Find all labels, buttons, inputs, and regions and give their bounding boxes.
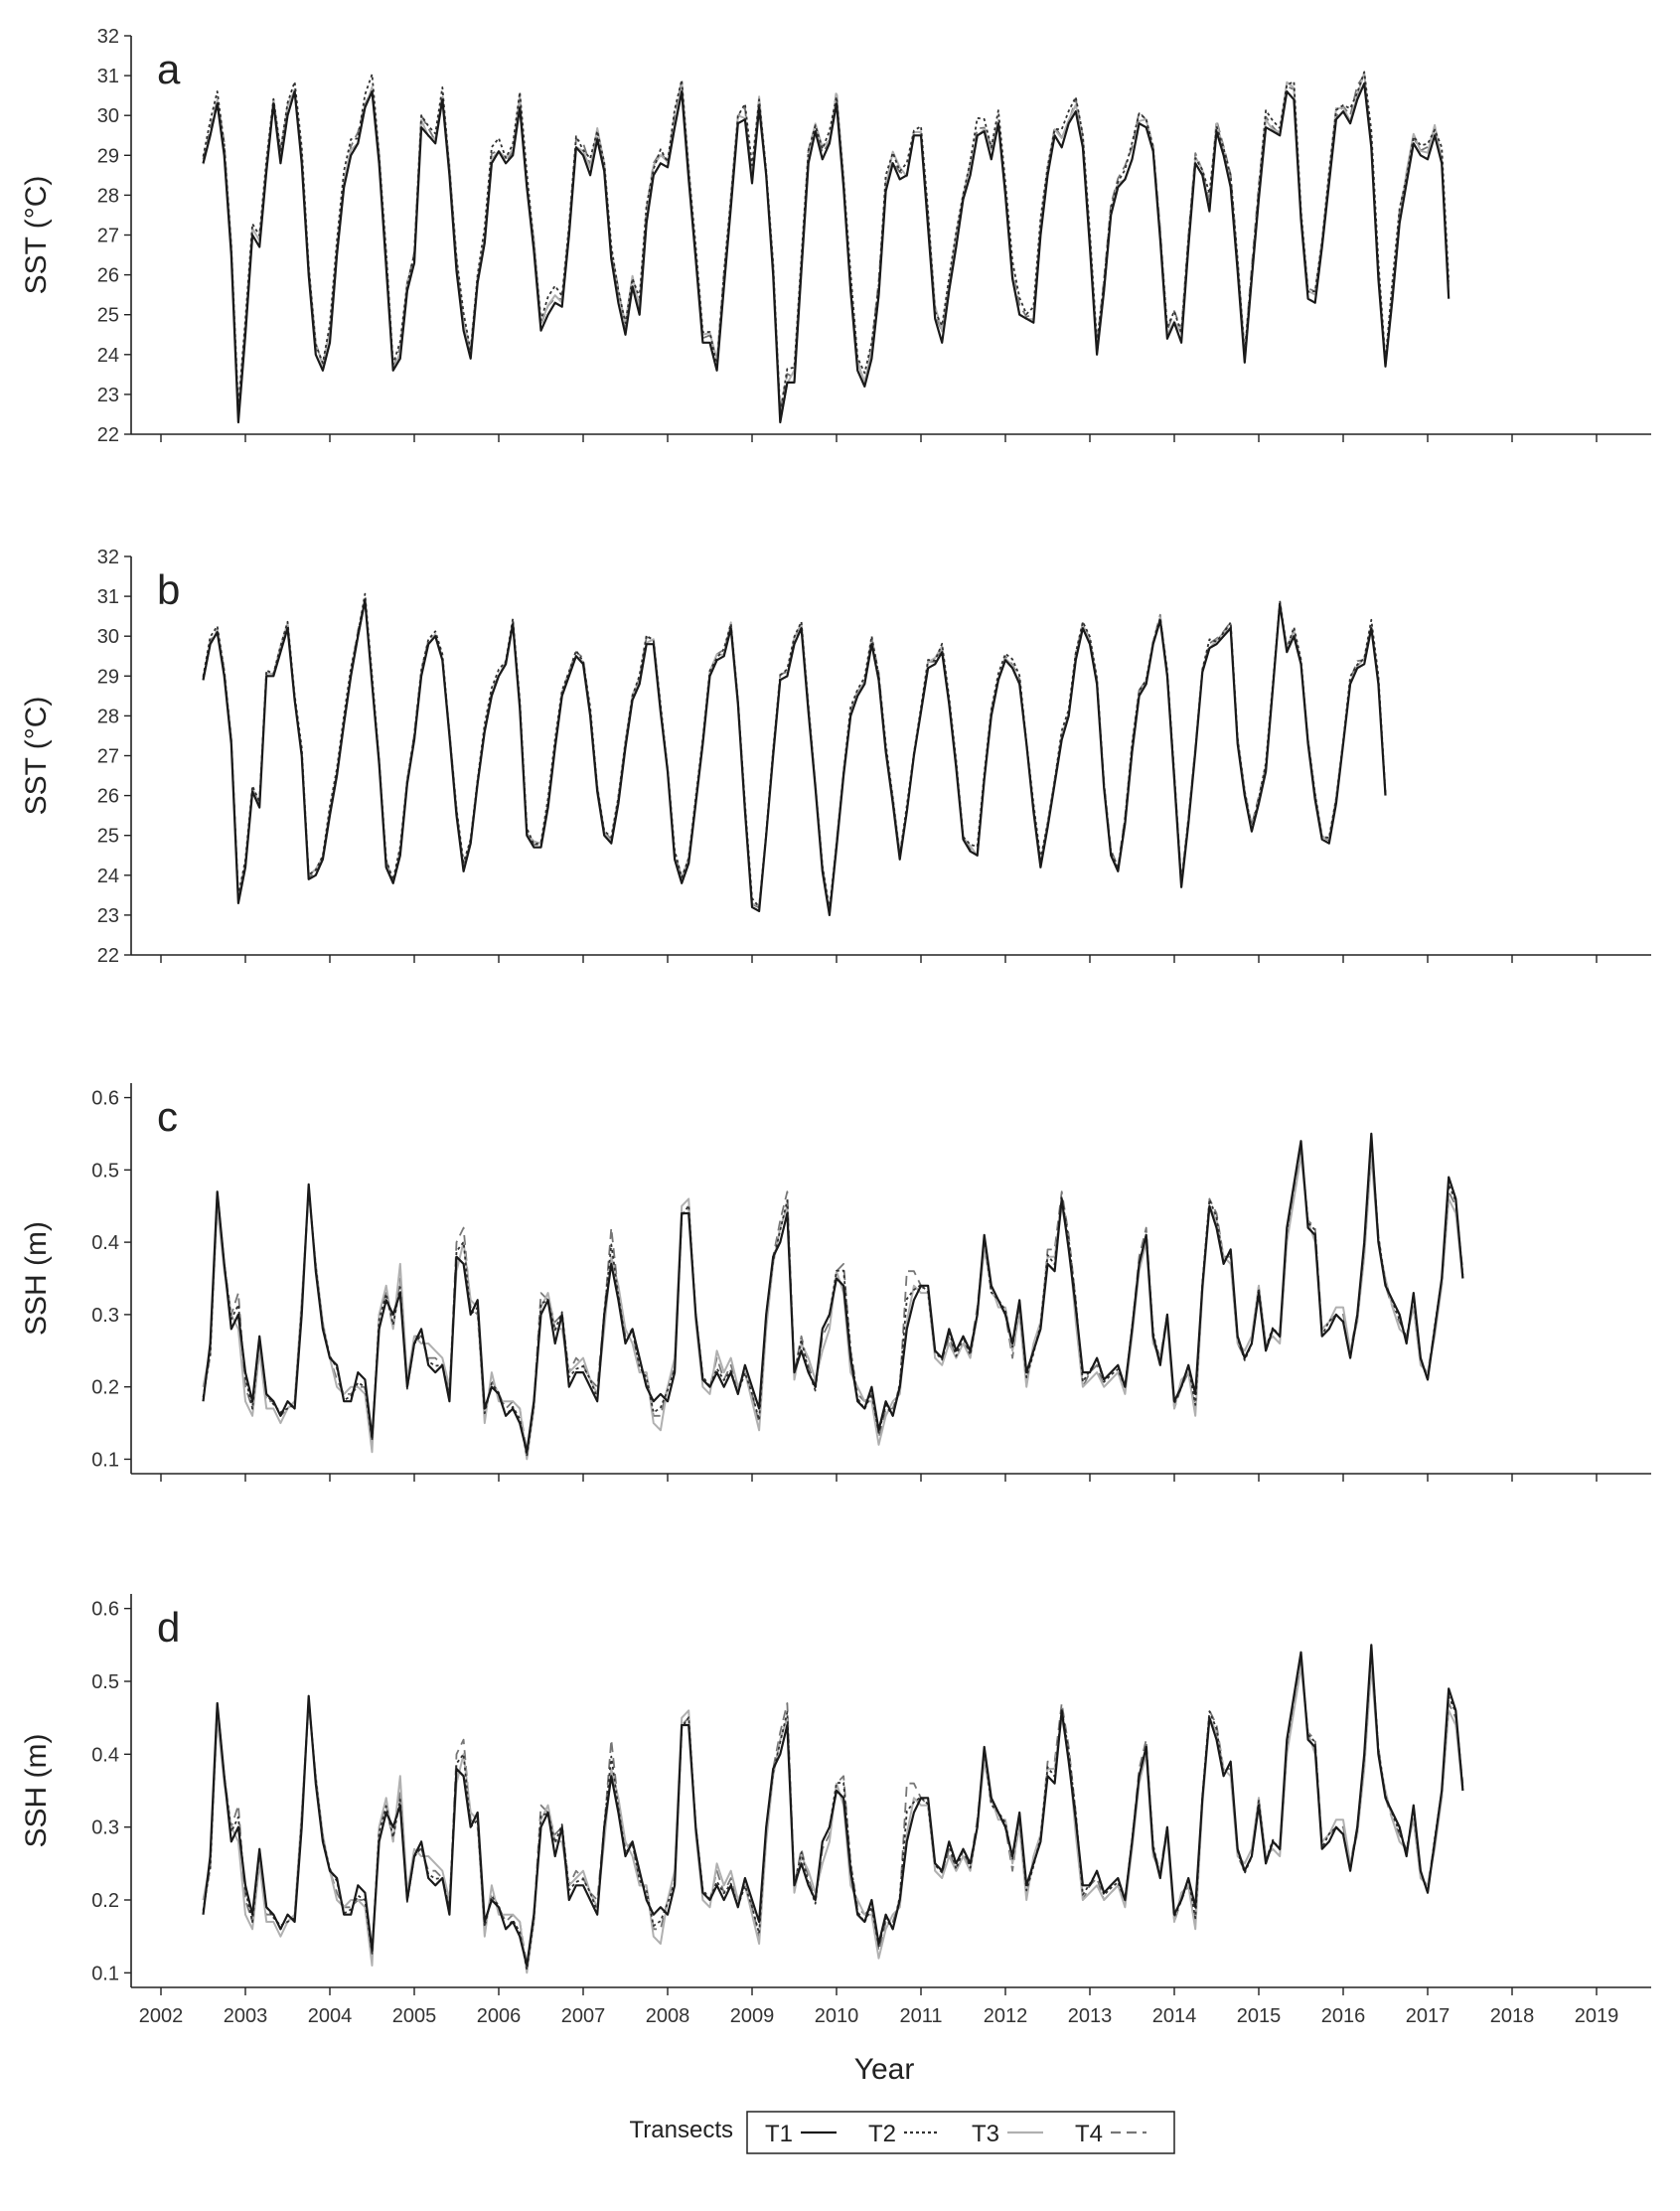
series-line-t1 xyxy=(202,1132,1464,1454)
legend-label-t1: T1 xyxy=(765,2121,793,2147)
y-tick-label: 29 xyxy=(97,145,119,167)
y-tick-label: 27 xyxy=(97,226,119,247)
y-tick-label: 0.3 xyxy=(91,1817,119,1839)
series-line-t3 xyxy=(202,1154,1464,1461)
x-tick-label: 2015 xyxy=(1237,2005,1282,2027)
x-tick-label: 2003 xyxy=(224,2005,268,2027)
panel-c: 0.1 0.2 0.3 0.4 0.5 0.6 SSH (m) c xyxy=(20,1083,1651,1482)
y-tick-label: 23 xyxy=(97,905,119,927)
y-axis-title: SSH (m) xyxy=(20,1734,53,1848)
series-line-t3 xyxy=(202,1665,1464,1974)
y-tick-label: 0.4 xyxy=(91,1744,119,1766)
y-tick-label: 23 xyxy=(97,385,119,406)
series-line-t1 xyxy=(202,599,1387,916)
y-tick-label: 30 xyxy=(97,626,119,648)
panel-letter: c xyxy=(157,1093,178,1140)
x-tick-label: 2018 xyxy=(1490,2005,1535,2027)
panel-d: 0.1 0.2 0.3 0.4 0.5 0.6 2002 2003 2004 2005 2006 20… xyxy=(20,1594,1651,2027)
x-tick-label: 2006 xyxy=(477,2005,522,2027)
y-tick-label: 32 xyxy=(97,547,119,568)
panel-letter: a xyxy=(157,46,181,92)
y-tick-label: 28 xyxy=(97,706,119,727)
x-tick-label: 2002 xyxy=(139,2005,184,2027)
panel-letter: b xyxy=(157,566,180,613)
series-line-t1 xyxy=(202,1644,1464,1968)
y-tick-label: 0.2 xyxy=(91,1377,119,1399)
y-tick-label: 27 xyxy=(97,746,119,768)
y-tick-label: 25 xyxy=(97,305,119,327)
y-tick-label: 24 xyxy=(97,866,119,887)
panel-letter: d xyxy=(157,1604,180,1651)
series-line-t2 xyxy=(202,71,1451,414)
x-tick-label: 2008 xyxy=(646,2005,690,2027)
legend-title: Transects xyxy=(630,2117,733,2143)
series-line-t1 xyxy=(202,82,1451,424)
x-tick-label: 2005 xyxy=(392,2005,437,2027)
x-tick-label: 2012 xyxy=(984,2005,1028,2027)
y-tick-label: 0.4 xyxy=(91,1232,119,1254)
panel-a: 22 23 24 25 26 27 28 29 30 31 32 SST (°C) a xyxy=(20,26,1651,446)
y-tick-label: 0.1 xyxy=(91,1449,119,1471)
y-tick-label: 25 xyxy=(97,826,119,848)
y-axis-title: SST (°C) xyxy=(20,697,53,816)
x-tick-label: 2010 xyxy=(815,2005,859,2027)
y-tick-label: 26 xyxy=(97,265,119,287)
x-tick-label: 2017 xyxy=(1406,2005,1451,2027)
x-tick-label: 2016 xyxy=(1321,2005,1366,2027)
y-tick-label: 0.5 xyxy=(91,1160,119,1182)
y-tick-label: 24 xyxy=(97,345,119,367)
y-tick-label: 0.2 xyxy=(91,1890,119,1912)
y-tick-label: 22 xyxy=(97,424,119,446)
y-tick-label: 29 xyxy=(97,666,119,688)
y-axis-title: SSH (m) xyxy=(20,1221,53,1336)
x-tick-label: 2014 xyxy=(1152,2005,1197,2027)
panel-b: 22 23 24 25 26 27 28 29 30 31 32 SST (°C) b xyxy=(20,547,1651,967)
legend-label-t3: T3 xyxy=(972,2121,999,2147)
y-tick-label: 0.1 xyxy=(91,1963,119,1984)
y-tick-label: 0.6 xyxy=(91,1088,119,1110)
y-tick-label: 31 xyxy=(97,66,119,87)
y-tick-label: 22 xyxy=(97,945,119,967)
x-tick-label: 2004 xyxy=(308,2005,353,2027)
series-line-t4 xyxy=(202,74,1451,412)
x-tick-label: 2011 xyxy=(899,2005,942,2027)
y-axis-title: SST (°C) xyxy=(20,176,53,295)
legend-label-t2: T2 xyxy=(868,2121,896,2147)
y-tick-label: 26 xyxy=(97,786,119,808)
y-tick-label: 32 xyxy=(97,26,119,48)
y-tick-label: 28 xyxy=(97,185,119,207)
y-tick-label: 0.5 xyxy=(91,1671,119,1693)
y-tick-label: 31 xyxy=(97,586,119,608)
x-tick-label: 2007 xyxy=(561,2005,606,2027)
y-tick-label: 30 xyxy=(97,105,119,127)
legend: Transects T1 T2 T3 T4 xyxy=(630,2111,1175,2154)
x-tick-label: 2009 xyxy=(730,2005,775,2027)
y-tick-label: 0.3 xyxy=(91,1305,119,1327)
legend-box xyxy=(746,2111,1175,2154)
x-tick-label: 2013 xyxy=(1068,2005,1113,2027)
y-tick-label: 0.6 xyxy=(91,1599,119,1621)
legend-label-t4: T4 xyxy=(1075,2121,1103,2147)
x-axis-title: Year xyxy=(854,2053,915,2086)
x-tick-label: 2019 xyxy=(1575,2005,1619,2027)
series-line-t3 xyxy=(202,72,1451,422)
